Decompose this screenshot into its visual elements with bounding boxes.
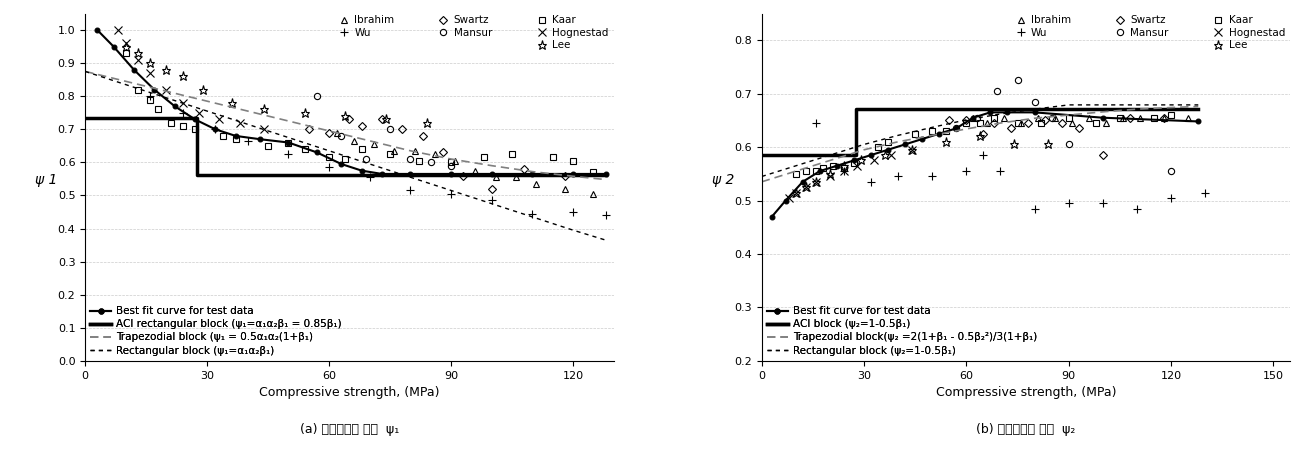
Y-axis label: ψ 1: ψ 1 xyxy=(35,173,58,187)
Text: (a) 압축강도에 따른  ψ₁: (a) 압축강도에 따른 ψ₁ xyxy=(300,423,400,436)
Legend: Best fit curve for test data, ACI rectangular block (ψ₁=α₁α₂β₁ = 0.85β₁), Trapez: Best fit curve for test data, ACI rectan… xyxy=(90,306,342,355)
X-axis label: Compressive strength, (MPa): Compressive strength, (MPa) xyxy=(259,386,440,399)
Y-axis label: ψ 2: ψ 2 xyxy=(711,173,735,187)
Legend: Best fit curve for test data, ACI block (ψ₂=1-0.5β₁), Trapezodial block(ψ₂ =2(1+: Best fit curve for test data, ACI block … xyxy=(766,306,1038,355)
X-axis label: Compressive strength, (MPa): Compressive strength, (MPa) xyxy=(935,386,1116,399)
Text: (b) 압축강도에 따른  ψ₂: (b) 압축강도에 따른 ψ₂ xyxy=(976,423,1076,436)
